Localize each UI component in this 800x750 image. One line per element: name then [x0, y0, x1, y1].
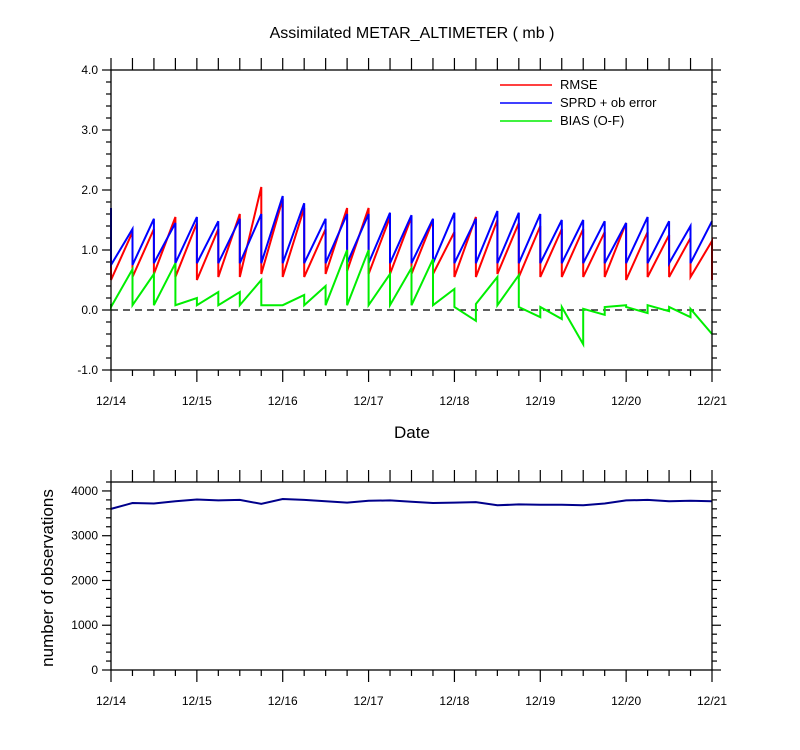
bottom-chart-frame [110, 481, 713, 671]
x-tick-label: 12/14 [96, 694, 126, 708]
y-tick-label: 1.0 [81, 243, 98, 257]
bottom-chart-x-tick-labels: 12/14 12/15 12/16 12/17 12/18 12/19 12/2… [96, 694, 727, 708]
x-tick-label: 12/15 [182, 694, 212, 708]
x-axis-title: Date [394, 423, 430, 442]
x-tick-label: 12/18 [439, 694, 469, 708]
bottom-chart: 4000 3000 2000 1000 0 12/14 12/15 12/16 … [38, 470, 727, 708]
bottom-chart-y-tick-labels: 4000 3000 2000 1000 0 [71, 484, 98, 677]
y-tick-label: 0.0 [81, 303, 98, 317]
x-tick-label: 12/21 [697, 694, 727, 708]
top-chart-series [110, 186, 713, 348]
y-tick-label: -1.0 [77, 363, 98, 377]
top-chart-title: Assimilated METAR_ALTIMETER ( mb ) [270, 25, 555, 42]
observations-series-line [110, 497, 713, 510]
legend: RMSE SPRD + ob error BIAS (O-F) [500, 77, 657, 128]
top-chart-ticks [102, 58, 721, 382]
x-tick-label: 12/18 [439, 394, 469, 408]
y-tick-label: 2.0 [81, 183, 98, 197]
top-chart-frame [110, 69, 713, 371]
y-tick-label: 4000 [71, 484, 98, 498]
x-tick-label: 12/17 [354, 394, 384, 408]
sprd-ob-error-series-line [110, 195, 713, 269]
top-chart-x-tick-labels: 12/14 12/15 12/16 12/17 12/18 12/19 12/2… [96, 394, 727, 408]
y-tick-label: 2000 [71, 573, 98, 587]
top-chart-y-tick-labels: 4.0 3.0 2.0 1.0 0.0 -1.0 [77, 63, 98, 377]
bottom-chart-ticks [102, 470, 721, 682]
y-tick-label: 0 [91, 663, 98, 677]
x-tick-label: 12/15 [182, 394, 212, 408]
bias-o-f-series-line [110, 249, 713, 348]
legend-label-rmse: RMSE [560, 77, 598, 92]
x-tick-label: 12/20 [611, 394, 641, 408]
x-tick-label: 12/16 [268, 694, 298, 708]
y-tick-label: 1000 [71, 618, 98, 632]
x-tick-label: 12/14 [96, 394, 126, 408]
x-tick-label: 12/21 [697, 394, 727, 408]
x-tick-label: 12/20 [611, 694, 641, 708]
y-tick-label: 3.0 [81, 123, 98, 137]
legend-label-bias: BIAS (O-F) [560, 113, 624, 128]
x-tick-label: 12/17 [354, 694, 384, 708]
x-tick-label: 12/19 [525, 394, 555, 408]
legend-label-sprd: SPRD + ob error [560, 95, 657, 110]
y-tick-label: 3000 [71, 529, 98, 543]
top-chart: Assimilated METAR_ALTIMETER ( mb ) 4.0 3… [77, 25, 727, 442]
y-axis-title: number of observations [38, 489, 57, 667]
x-tick-label: 12/16 [268, 394, 298, 408]
x-tick-label: 12/19 [525, 694, 555, 708]
bottom-chart-series [110, 497, 713, 510]
y-tick-label: 4.0 [81, 63, 98, 77]
